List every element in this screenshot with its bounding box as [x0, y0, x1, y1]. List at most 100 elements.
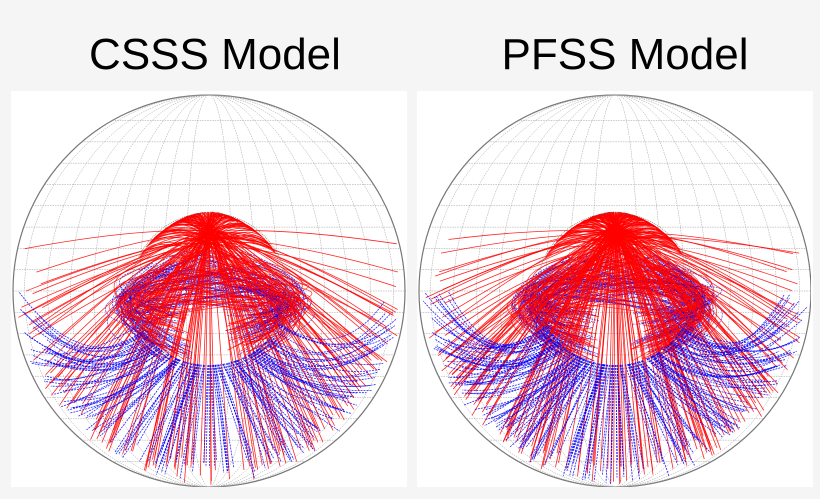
open-field-line-south	[258, 347, 370, 377]
closed-field-line-negative	[131, 251, 217, 345]
open-field-line-south	[257, 347, 378, 369]
open-field-line-north	[148, 232, 393, 316]
open-field-line-south	[667, 319, 803, 362]
open-field-line-south	[230, 361, 299, 435]
open-field-line-south	[191, 364, 205, 461]
open-field-line-south	[250, 353, 334, 420]
open-field-line-south	[567, 363, 603, 462]
open-field-line-south	[675, 310, 784, 353]
closed-field-line-positive	[167, 279, 275, 341]
open-field-line-south	[234, 360, 293, 463]
open-field-line-south	[616, 365, 622, 467]
open-field-line-south	[447, 290, 553, 349]
pfss-field-line-plot	[417, 91, 813, 487]
open-field-line-south	[30, 324, 140, 355]
open-field-line-south	[634, 362, 695, 466]
open-field-line-south	[62, 356, 173, 402]
open-field-line-south	[453, 341, 559, 379]
open-field-line-south	[578, 364, 606, 456]
open-field-line-north	[613, 211, 616, 482]
open-field-line-north	[594, 213, 699, 440]
open-field-line-north	[168, 221, 335, 426]
open-field-line-south	[622, 364, 640, 475]
closed-field-line-negative	[648, 252, 711, 328]
open-field-line-south	[164, 364, 200, 475]
open-field-line-north	[518, 216, 643, 453]
open-field-line-north	[559, 230, 778, 384]
closed-field-line-negative	[535, 265, 644, 332]
open-field-line-south	[641, 360, 731, 436]
open-field-line-south	[30, 335, 148, 367]
open-field-line-south	[239, 358, 315, 438]
open-field-line-south	[469, 346, 565, 385]
open-field-line-south	[192, 364, 206, 472]
open-field-line-south	[214, 364, 230, 470]
closed-field-line-negative	[107, 269, 174, 357]
open-field-line-south	[636, 361, 717, 435]
open-field-line-north	[580, 217, 757, 404]
closed-field-line-negative	[651, 260, 705, 352]
open-field-line-south	[251, 352, 372, 392]
open-field-line-south	[435, 295, 552, 348]
open-field-line-south	[160, 363, 197, 473]
closed-field-line-negative	[120, 262, 192, 355]
open-field-line-south	[264, 327, 390, 360]
open-field-line-south	[519, 357, 582, 444]
open-field-line-south	[676, 312, 799, 353]
open-field-line-south	[44, 353, 168, 385]
open-field-line-south	[537, 362, 595, 456]
open-field-line-south	[648, 357, 745, 413]
open-field-line-north	[206, 211, 216, 471]
open-field-line-south	[121, 362, 190, 459]
open-field-line-south	[424, 292, 551, 346]
open-field-line-south	[443, 352, 573, 377]
open-field-line-south	[497, 358, 585, 424]
panel-title-csss: CSSS Model	[89, 30, 341, 79]
open-field-line-north	[567, 225, 767, 394]
open-field-line-south	[662, 348, 770, 383]
longitude-gridline	[24, 94, 394, 487]
open-field-line-north	[50, 234, 268, 384]
open-field-line-south	[610, 365, 615, 470]
open-field-line-south	[236, 359, 333, 420]
open-field-line-south	[448, 299, 555, 352]
csss-sphere-svg	[12, 94, 406, 487]
open-field-line-south	[639, 361, 691, 446]
closed-field-line-negative	[225, 265, 299, 331]
open-field-line-south	[118, 361, 185, 454]
open-field-line-south	[593, 364, 611, 482]
open-field-line-south	[678, 297, 790, 348]
open-field-line-south	[627, 363, 658, 454]
open-field-line-south	[53, 336, 149, 362]
open-field-line-south	[231, 361, 305, 454]
open-field-line-south	[656, 353, 779, 378]
open-field-line-south	[682, 327, 786, 362]
closed-field-line-negative	[105, 283, 161, 335]
open-field-line-north	[567, 223, 783, 364]
open-field-line-south	[34, 319, 144, 349]
open-field-line-south	[115, 361, 186, 455]
closed-field-line-negative	[526, 259, 641, 346]
closed-field-line-negative	[179, 274, 280, 342]
open-field-line-south	[601, 364, 613, 459]
open-field-line-south	[637, 361, 726, 429]
open-field-line-south	[681, 323, 784, 349]
open-field-line-south	[78, 358, 178, 401]
open-field-line-south	[252, 351, 354, 397]
open-field-line-south	[677, 300, 800, 350]
open-field-line-north	[71, 223, 255, 402]
closed-field-line-positive	[153, 294, 286, 343]
open-field-line-south	[446, 309, 551, 349]
open-field-line-south	[605, 365, 614, 483]
open-field-line-north	[50, 227, 262, 374]
open-field-line-south	[99, 358, 178, 437]
open-field-line-south	[69, 358, 179, 414]
closed-field-line-negative	[547, 249, 634, 329]
open-field-line-south	[234, 360, 320, 429]
open-field-line-south	[542, 363, 600, 467]
open-field-line-south	[136, 361, 187, 446]
csss-field-line-plot	[11, 91, 407, 487]
open-field-line-north	[445, 236, 677, 359]
closed-field-line-negative	[209, 259, 280, 327]
open-field-line-south	[211, 364, 225, 473]
